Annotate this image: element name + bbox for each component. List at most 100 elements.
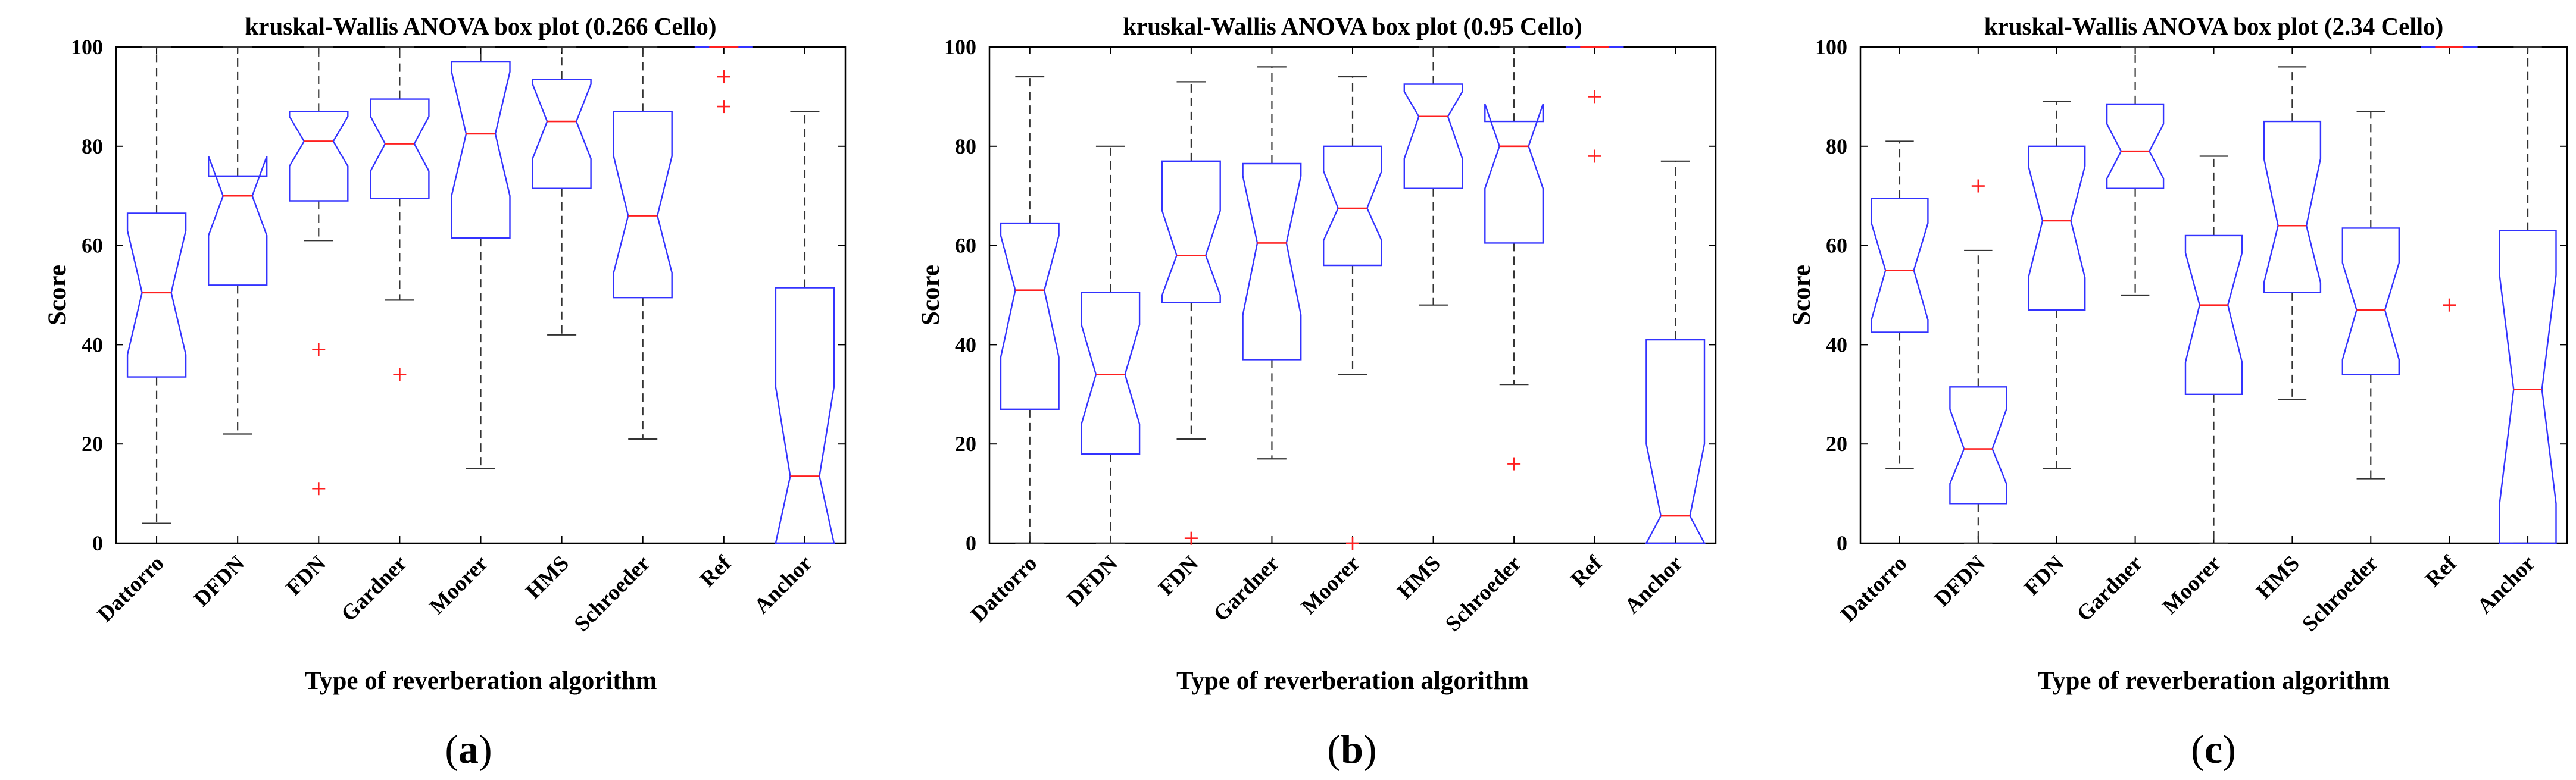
box-dattorro — [1871, 140, 1929, 470]
x-category-label: Gardner — [1209, 551, 1284, 626]
box-body — [2263, 120, 2322, 293]
x-category-label: Ref — [2421, 551, 2462, 592]
x-category-label: DFDN — [189, 551, 250, 612]
outlier-marker — [312, 482, 326, 496]
y-tick-label: 40 — [82, 333, 103, 356]
box-dfdn — [1949, 179, 2007, 544]
box-gardner — [2106, 46, 2165, 296]
box-dattorro — [126, 46, 187, 524]
x-category-label: Anchor — [2472, 551, 2540, 618]
box-dfdn — [208, 46, 268, 435]
box-body — [2184, 234, 2243, 395]
x-category-label: Schroeder — [2297, 551, 2383, 636]
y-tick-label: 60 — [955, 234, 976, 258]
box-fdn — [1161, 81, 1221, 545]
box-body — [451, 61, 511, 239]
y-tick-label: 100 — [944, 35, 976, 59]
x-axis-label: Type of reverberation algorithm — [1176, 667, 1529, 695]
x-category-label: Anchor — [1620, 551, 1687, 618]
outlier-marker — [1588, 90, 1601, 104]
x-category-label: FDN — [282, 551, 331, 600]
box-schroeder — [613, 46, 673, 440]
box-body — [1949, 386, 2007, 505]
box-gardner — [1242, 66, 1302, 460]
y-tick-label: 20 — [1826, 432, 1847, 456]
chart-panel-c: 0 20 40 60 80 100 Dattorro DFDN FDN Gardner Moorer… — [1788, 12, 2568, 772]
x-category-label: DFDN — [1930, 551, 1991, 612]
x-category-label: Schroeder — [570, 551, 655, 636]
x-category-label: Dattorro — [93, 551, 168, 626]
box-body — [1871, 198, 1929, 333]
box-body — [532, 78, 592, 189]
box-body — [2106, 103, 2165, 189]
box-anchor — [1645, 160, 1706, 544]
x-category-label: Ref — [1566, 551, 1607, 592]
outlier-marker — [393, 368, 407, 381]
box-body — [2499, 230, 2557, 544]
x-category-label: Schroeder — [1441, 551, 1526, 636]
outlier-marker — [1588, 149, 1601, 163]
box-anchor — [775, 111, 835, 544]
box-body — [775, 287, 835, 544]
y-tick-label: 100 — [71, 35, 103, 59]
x-category-label: FDN — [2019, 551, 2069, 600]
y-tick-label: 80 — [955, 134, 976, 158]
box-dfdn — [1081, 145, 1141, 544]
chart-title: kruskal-Wallis ANOVA box plot (0.266 Cel… — [245, 12, 716, 40]
outlier-marker — [717, 70, 730, 84]
box-body — [2027, 145, 2086, 311]
box-body — [1081, 292, 1141, 455]
box-hms — [1403, 46, 1463, 306]
x-category-label: Gardner — [2072, 551, 2147, 626]
box-body — [1403, 83, 1463, 189]
box-body — [1322, 145, 1383, 267]
box-moorer — [1322, 76, 1383, 550]
x-category-label: DFDN — [1062, 551, 1123, 612]
y-tick-label: 60 — [82, 234, 103, 258]
box-body — [1161, 160, 1221, 303]
box-body — [1000, 222, 1060, 410]
panel-label: (c) — [2191, 726, 2236, 772]
box-gardner — [370, 46, 430, 381]
x-category-label: Gardner — [336, 551, 411, 626]
y-axis-label: Score — [43, 265, 71, 325]
box-moorer — [451, 46, 511, 470]
x-category-label: HMS — [521, 551, 574, 604]
box-anchor — [2499, 46, 2557, 544]
panel-label: (a) — [445, 726, 492, 772]
y-tick-label: 80 — [82, 134, 103, 158]
outlier-marker — [717, 100, 730, 114]
box-fdn — [289, 46, 349, 496]
outlier-marker — [1184, 531, 1198, 545]
y-tick-label: 40 — [1826, 333, 1847, 356]
outlier-marker — [2443, 298, 2456, 312]
box-hms — [532, 46, 592, 336]
y-tick-label: 0 — [966, 531, 976, 555]
chart-title: kruskal-Wallis ANOVA box plot (0.95 Cell… — [1123, 12, 1582, 40]
outlier-marker — [1507, 457, 1521, 471]
x-category-label: HMS — [1392, 551, 1445, 604]
y-tick-label: 80 — [1826, 134, 1847, 158]
box-body — [208, 156, 268, 286]
box-schroeder — [1484, 46, 1544, 471]
x-category-label: FDN — [1154, 551, 1203, 600]
box-fdn — [2027, 101, 2086, 470]
x-category-label: Moorer — [1297, 551, 1365, 619]
box-ref — [2421, 46, 2478, 312]
box-body — [2341, 227, 2400, 375]
box-body — [289, 111, 349, 202]
chart-title: kruskal-Wallis ANOVA box plot (2.34 Cell… — [1984, 12, 2444, 40]
box-dattorro — [1000, 76, 1060, 544]
y-tick-label: 40 — [955, 333, 976, 356]
box-body — [1242, 162, 1302, 361]
panel-label: (b) — [1327, 726, 1376, 772]
box-body — [613, 111, 673, 299]
y-tick-label: 100 — [1815, 35, 1847, 59]
x-axis-label: Type of reverberation algorithm — [305, 667, 657, 695]
x-category-label: Dattorro — [1836, 551, 1912, 626]
box-body — [370, 98, 430, 199]
box-body — [1645, 339, 1706, 544]
y-tick-label: 60 — [1826, 234, 1847, 258]
box-moorer — [2184, 155, 2243, 544]
